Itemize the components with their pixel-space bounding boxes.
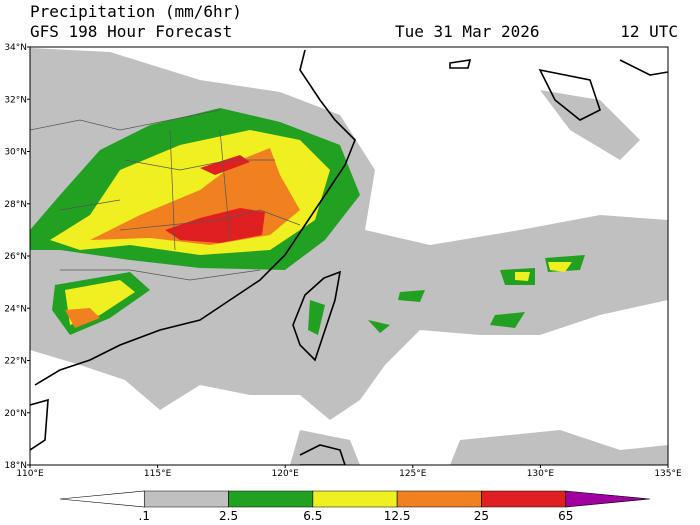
lon-label: 130°E [527, 469, 555, 479]
title: Precipitation (mm/6hr) [30, 2, 242, 21]
lon-label: 135°E [654, 469, 682, 479]
lat-label: 32°N [4, 95, 27, 105]
lat-label: 24°N [4, 304, 27, 314]
lon-label: 115°E [144, 469, 172, 479]
colorbar-segment [228, 490, 314, 508]
lat-label: 30°N [4, 148, 27, 158]
coastline [34, 49, 356, 386]
colorbar-segment [396, 490, 482, 508]
colorbar-segment [59, 490, 145, 508]
borders [30, 109, 301, 281]
colorbar: .1 2.5 6.5 12.5 25 65 [59, 490, 651, 523]
lat-label: 18°N [4, 461, 27, 471]
colorbar-segment [312, 490, 398, 508]
lat-label: 20°N [4, 409, 27, 419]
lon-label: 110°E [16, 469, 44, 479]
time: 12 UTC [620, 22, 678, 41]
colorbar-label: 65 [558, 509, 573, 523]
lat-label: 28°N [4, 200, 27, 210]
lat-label: 26°N [4, 252, 27, 262]
coastline [30, 59, 668, 465]
lon-label: 125°E [399, 469, 427, 479]
precip-extreme [165, 155, 265, 243]
colorbar-segment [143, 490, 229, 508]
map: 34°N 32°N 30°N 28°N 26°N 24°N 22°N 20°N 18°N110°… [4, 43, 682, 479]
subtitle: GFS 198 Hour Forecast [30, 22, 232, 41]
colorbar-segment [565, 490, 651, 508]
date: Tue 31 Mar 2026 [395, 22, 540, 41]
precip-heavy [50, 130, 572, 325]
colorbar-label: 6.5 [303, 509, 322, 523]
lon-label: 120°E [272, 469, 300, 479]
colorbar-label: 2.5 [219, 509, 238, 523]
lat-label: 22°N [4, 357, 27, 367]
colorbar-label: .1 [139, 509, 150, 523]
colorbar-segment [481, 490, 567, 508]
colorbar-label: 12.5 [384, 509, 411, 523]
colorbar-label: 25 [474, 509, 489, 523]
lat-label: 34°N [4, 43, 27, 53]
